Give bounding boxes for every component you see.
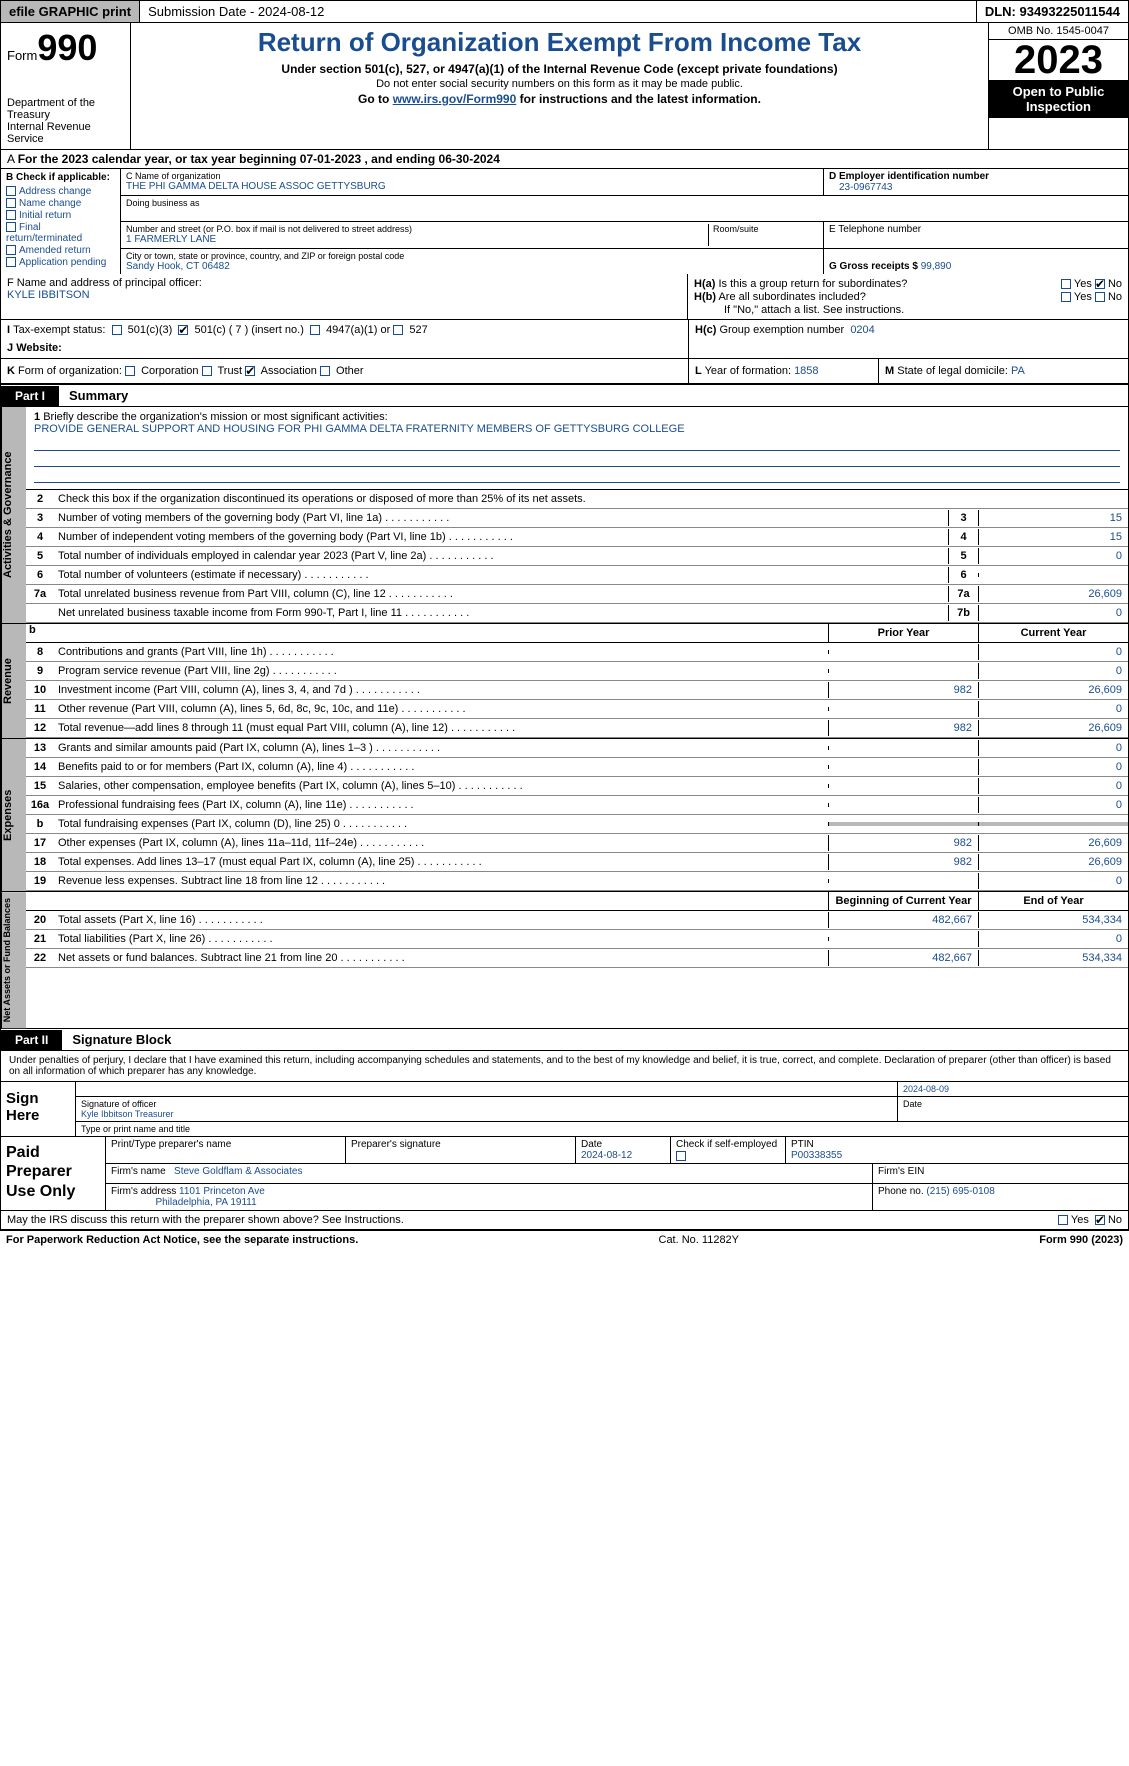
line-1-mission: 1 Briefly describe the organization's mi… bbox=[26, 407, 1128, 490]
gov-line: 7aTotal unrelated business revenue from … bbox=[26, 585, 1128, 604]
chk-name-change[interactable]: Name change bbox=[6, 198, 115, 209]
submission-date: Submission Date - 2024-08-12 bbox=[140, 1, 977, 22]
subtitle-2: Do not enter social security numbers on … bbox=[141, 78, 978, 90]
section-h: H(a) Is this a group return for subordin… bbox=[688, 274, 1128, 319]
top-bar: efile GRAPHIC print Submission Date - 20… bbox=[0, 0, 1129, 23]
section-i-j: I Tax-exempt status: 501(c)(3) 501(c) ( … bbox=[1, 320, 688, 358]
part-2-header: Part II Signature Block bbox=[0, 1029, 1129, 1051]
discuss-row: May the IRS discuss this return with the… bbox=[0, 1211, 1129, 1231]
section-hc: H(c) Group exemption number 0204 bbox=[688, 320, 1128, 358]
telephone-cell: E Telephone number bbox=[823, 222, 1128, 248]
fin-line: 12Total revenue—add lines 8 through 11 (… bbox=[26, 719, 1128, 738]
fin-line: 11Other revenue (Part VIII, column (A), … bbox=[26, 700, 1128, 719]
fin-line: 14Benefits paid to or for members (Part … bbox=[26, 758, 1128, 777]
fin-line: 21Total liabilities (Part X, line 26)0 bbox=[26, 930, 1128, 949]
fin-line: 18Total expenses. Add lines 13–17 (must … bbox=[26, 853, 1128, 872]
footer: For Paperwork Reduction Act Notice, see … bbox=[0, 1231, 1129, 1249]
gross-receipts: G Gross receipts $ 99,890 bbox=[823, 249, 1128, 274]
irs-link[interactable]: www.irs.gov/Form990 bbox=[393, 92, 517, 106]
vtab-revenue: Revenue bbox=[1, 624, 26, 738]
dba-cell: Doing business as bbox=[121, 196, 823, 221]
tax-year: 2023 bbox=[989, 40, 1128, 80]
chk-final-return[interactable]: Final return/terminated bbox=[6, 222, 115, 244]
gov-line: 6Total number of volunteers (estimate if… bbox=[26, 566, 1128, 585]
section-b: B Check if applicable: Address change Na… bbox=[1, 169, 121, 274]
fin-line: 16aProfessional fundraising fees (Part I… bbox=[26, 796, 1128, 815]
section-m: M State of legal domicile: PA bbox=[878, 359, 1128, 383]
fin-line: bTotal fundraising expenses (Part IX, co… bbox=[26, 815, 1128, 834]
dept-treasury: Department of the Treasury Internal Reve… bbox=[7, 97, 124, 145]
fin-line: 17Other expenses (Part IX, column (A), l… bbox=[26, 834, 1128, 853]
section-f: F Name and address of principal officer:… bbox=[1, 274, 688, 319]
section-k: K Form of organization: Corporation Trus… bbox=[1, 359, 688, 383]
fin-line: 19Revenue less expenses. Subtract line 1… bbox=[26, 872, 1128, 891]
perjury-declaration: Under penalties of perjury, I declare th… bbox=[0, 1051, 1129, 1082]
gov-line: Net unrelated business taxable income fr… bbox=[26, 604, 1128, 623]
subtitle-1: Under section 501(c), 527, or 4947(a)(1)… bbox=[141, 62, 978, 76]
paid-preparer-block: Paid Preparer Use Only Print/Type prepar… bbox=[0, 1137, 1129, 1211]
part-1-header: Part I Summary bbox=[0, 385, 1129, 407]
fin-line: 9Program service revenue (Part VIII, lin… bbox=[26, 662, 1128, 681]
form-number: Form990 bbox=[7, 27, 124, 69]
fin-line: 10Investment income (Part VIII, column (… bbox=[26, 681, 1128, 700]
street-cell: Number and street (or P.O. box if mail i… bbox=[121, 222, 823, 248]
gov-line: 5Total number of individuals employed in… bbox=[26, 547, 1128, 566]
efile-print-button[interactable]: efile GRAPHIC print bbox=[1, 1, 140, 22]
section-l: L Year of formation: 1858 bbox=[688, 359, 878, 383]
fin-line: 22Net assets or fund balances. Subtract … bbox=[26, 949, 1128, 968]
fin-line: 15Salaries, other compensation, employee… bbox=[26, 777, 1128, 796]
form-header: Form990 Department of the Treasury Inter… bbox=[0, 23, 1129, 150]
line-2: 2Check this box if the organization disc… bbox=[26, 490, 1128, 509]
form-title: Return of Organization Exempt From Incom… bbox=[141, 27, 978, 58]
city-cell: City or town, state or province, country… bbox=[121, 249, 823, 274]
vtab-governance: Activities & Governance bbox=[1, 407, 26, 623]
vtab-expenses: Expenses bbox=[1, 739, 26, 891]
chk-amended-return[interactable]: Amended return bbox=[6, 245, 115, 256]
fin-line: 20Total assets (Part X, line 16)482,6675… bbox=[26, 911, 1128, 930]
chk-app-pending[interactable]: Application pending bbox=[6, 257, 115, 268]
fin-line: 8Contributions and grants (Part VIII, li… bbox=[26, 643, 1128, 662]
ein-cell: D Employer identification number 23-0967… bbox=[823, 169, 1128, 195]
subtitle-3: Go to www.irs.gov/Form990 for instructio… bbox=[141, 92, 978, 106]
chk-initial-return[interactable]: Initial return bbox=[6, 210, 115, 221]
sign-here-block: Sign Here 2024-08-09 Signature of office… bbox=[0, 1082, 1129, 1137]
gov-line: 3Number of voting members of the governi… bbox=[26, 509, 1128, 528]
dln: DLN: 93493225011544 bbox=[977, 1, 1128, 22]
row-a-period: A For the 2023 calendar year, or tax yea… bbox=[0, 150, 1129, 169]
gov-line: 4Number of independent voting members of… bbox=[26, 528, 1128, 547]
open-public: Open to Public Inspection bbox=[989, 80, 1128, 118]
fin-line: 13Grants and similar amounts paid (Part … bbox=[26, 739, 1128, 758]
chk-address-change[interactable]: Address change bbox=[6, 186, 115, 197]
vtab-netassets: Net Assets or Fund Balances bbox=[1, 892, 26, 1028]
org-name-cell: C Name of organization THE PHI GAMMA DEL… bbox=[121, 169, 823, 195]
